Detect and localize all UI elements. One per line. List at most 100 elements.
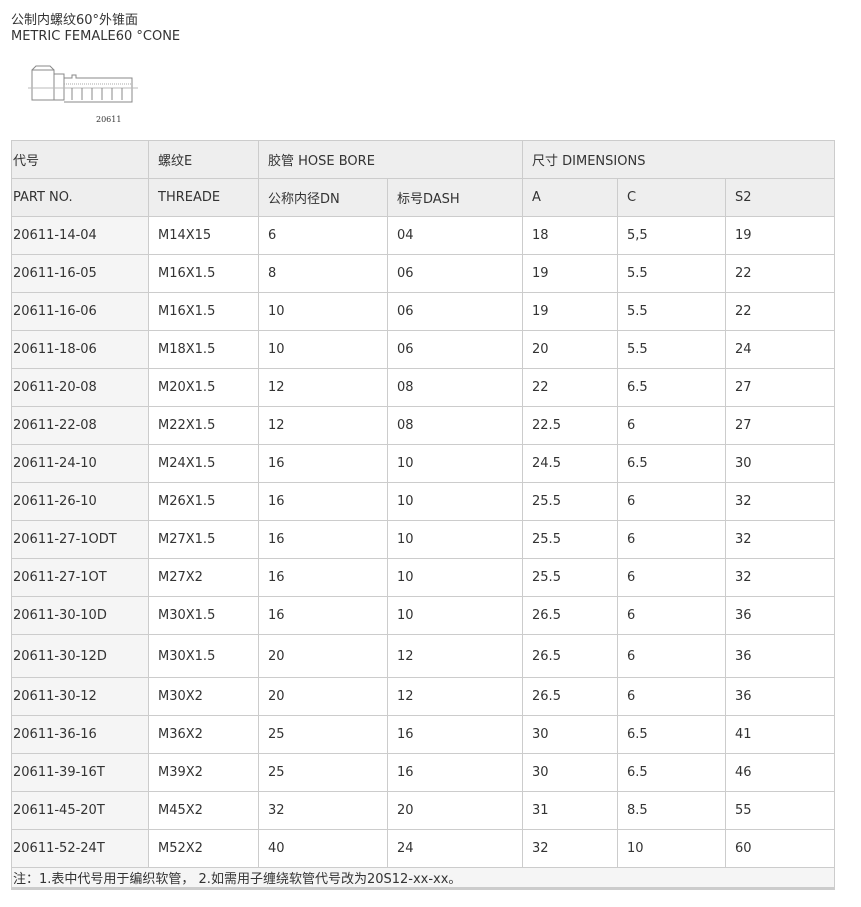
cell-part-no: 20611-27-1OT bbox=[11, 558, 149, 597]
cell-dash: 10 bbox=[386, 482, 524, 521]
cell-s2: 32 bbox=[725, 558, 836, 597]
cell-c: 5.5 bbox=[617, 292, 727, 331]
cell-a: 22.5 bbox=[522, 406, 619, 445]
cell-s2: 32 bbox=[725, 520, 836, 559]
table-row: 20611-39-16T M39X2 25 16 30 6.5 46 bbox=[11, 753, 836, 792]
cell-c: 6 bbox=[617, 406, 727, 445]
cell-thread: M18X1.5 bbox=[148, 330, 259, 369]
cell-thread: M16X1.5 bbox=[148, 254, 259, 293]
cell-thread: M24X1.5 bbox=[148, 444, 259, 483]
table-row: 20611-45-20T M45X2 32 20 31 8.5 55 bbox=[11, 791, 836, 830]
cell-a: 25.5 bbox=[522, 520, 619, 559]
table-row: 20611-52-24T M52X2 40 24 32 10 60 bbox=[11, 829, 836, 868]
cell-dash: 10 bbox=[386, 558, 524, 597]
table-row: 20611-16-06 M16X1.5 10 06 19 5.5 22 bbox=[11, 292, 836, 331]
cell-s2: 27 bbox=[725, 368, 836, 407]
cell-dash: 24 bbox=[386, 829, 524, 868]
cell-dn: 20 bbox=[258, 634, 388, 678]
cell-part-no: 20611-16-05 bbox=[11, 254, 149, 293]
cell-part-no: 20611-26-10 bbox=[11, 482, 149, 521]
cell-dash: 12 bbox=[386, 634, 524, 678]
cell-dash: 08 bbox=[386, 368, 524, 407]
table-row: 20611-18-06 M18X1.5 10 06 20 5.5 24 bbox=[11, 330, 836, 369]
cell-dn: 12 bbox=[258, 406, 388, 445]
cell-dn: 6 bbox=[258, 216, 388, 255]
drawing-label: 20611 bbox=[96, 115, 121, 124]
cell-dn: 10 bbox=[258, 292, 388, 331]
cell-a: 26.5 bbox=[522, 634, 619, 678]
header-a: A bbox=[522, 178, 619, 217]
cell-thread: M36X2 bbox=[148, 715, 259, 754]
cell-dn: 25 bbox=[258, 753, 388, 792]
cell-c: 5,5 bbox=[617, 216, 727, 255]
cell-part-no: 20611-24-10 bbox=[11, 444, 149, 483]
cell-s2: 46 bbox=[725, 753, 836, 792]
header-row-1: 代号 螺纹E 胶管 HOSE BORE 尺寸 DIMENSIONS bbox=[11, 140, 836, 179]
cell-s2: 24 bbox=[725, 330, 836, 369]
cell-dn: 16 bbox=[258, 444, 388, 483]
header-s2: S2 bbox=[725, 178, 836, 217]
cell-dn: 16 bbox=[258, 596, 388, 635]
cell-thread: M20X1.5 bbox=[148, 368, 259, 407]
cell-s2: 36 bbox=[725, 596, 836, 635]
cell-part-no: 20611-30-12D bbox=[11, 634, 149, 678]
cell-dash: 12 bbox=[386, 677, 524, 716]
cell-dash: 04 bbox=[386, 216, 524, 255]
table-row: 20611-14-04 M14X15 6 04 18 5,5 19 bbox=[11, 216, 836, 255]
header-code: 代号 bbox=[11, 140, 149, 179]
cell-dn: 16 bbox=[258, 558, 388, 597]
cell-dash: 06 bbox=[386, 254, 524, 293]
cell-thread: M39X2 bbox=[148, 753, 259, 792]
cell-part-no: 20611-45-20T bbox=[11, 791, 149, 830]
cell-c: 6 bbox=[617, 596, 727, 635]
cell-thread: M45X2 bbox=[148, 791, 259, 830]
cell-thread: M26X1.5 bbox=[148, 482, 259, 521]
cell-dn: 32 bbox=[258, 791, 388, 830]
cell-dash: 06 bbox=[386, 292, 524, 331]
cell-s2: 22 bbox=[725, 292, 836, 331]
cell-dash: 06 bbox=[386, 330, 524, 369]
cell-c: 6 bbox=[617, 482, 727, 521]
cell-thread: M27X2 bbox=[148, 558, 259, 597]
table-row: 20611-27-1ODT M27X1.5 16 10 25.5 6 32 bbox=[11, 520, 836, 559]
cell-part-no: 20611-20-08 bbox=[11, 368, 149, 407]
table-row: 20611-30-12D M30X1.5 20 12 26.5 6 36 bbox=[11, 634, 836, 678]
cell-c: 6.5 bbox=[617, 368, 727, 407]
cell-thread: M52X2 bbox=[148, 829, 259, 868]
cell-dash: 10 bbox=[386, 596, 524, 635]
cell-a: 26.5 bbox=[522, 596, 619, 635]
cell-s2: 41 bbox=[725, 715, 836, 754]
cell-thread: M22X1.5 bbox=[148, 406, 259, 445]
cell-a: 30 bbox=[522, 715, 619, 754]
header-c: C bbox=[617, 178, 727, 217]
title-chinese: 公制内螺纹60°外锥面 bbox=[11, 13, 139, 28]
cell-dn: 16 bbox=[258, 520, 388, 559]
cell-a: 19 bbox=[522, 292, 619, 331]
cell-dn: 25 bbox=[258, 715, 388, 754]
cell-dn: 16 bbox=[258, 482, 388, 521]
cell-s2: 30 bbox=[725, 444, 836, 483]
cell-a: 18 bbox=[522, 216, 619, 255]
cell-thread: M30X1.5 bbox=[148, 596, 259, 635]
table-row: 20611-30-10D M30X1.5 16 10 26.5 6 36 bbox=[11, 596, 836, 635]
header-threade: THREADE bbox=[148, 178, 259, 217]
table-row: 20611-26-10 M26X1.5 16 10 25.5 6 32 bbox=[11, 482, 836, 521]
cell-c: 10 bbox=[617, 829, 727, 868]
cell-s2: 27 bbox=[725, 406, 836, 445]
cell-part-no: 20611-27-1ODT bbox=[11, 520, 149, 559]
cell-dash: 10 bbox=[386, 444, 524, 483]
cell-part-no: 20611-18-06 bbox=[11, 330, 149, 369]
cell-c: 6 bbox=[617, 634, 727, 678]
cell-part-no: 20611-52-24T bbox=[11, 829, 149, 868]
cell-c: 8.5 bbox=[617, 791, 727, 830]
cell-thread: M30X2 bbox=[148, 677, 259, 716]
cell-part-no: 20611-39-16T bbox=[11, 753, 149, 792]
header-dn: 公称内径DN bbox=[258, 178, 388, 217]
spec-table: 代号 螺纹E 胶管 HOSE BORE 尺寸 DIMENSIONS PART N… bbox=[10, 140, 836, 890]
fitting-drawing: 20611 bbox=[28, 65, 138, 124]
table-row: 20611-27-1OT M27X2 16 10 25.5 6 32 bbox=[11, 558, 836, 597]
cell-thread: M30X1.5 bbox=[148, 634, 259, 678]
cell-thread: M16X1.5 bbox=[148, 292, 259, 331]
header-thread: 螺纹E bbox=[148, 140, 259, 179]
cell-part-no: 20611-22-08 bbox=[11, 406, 149, 445]
